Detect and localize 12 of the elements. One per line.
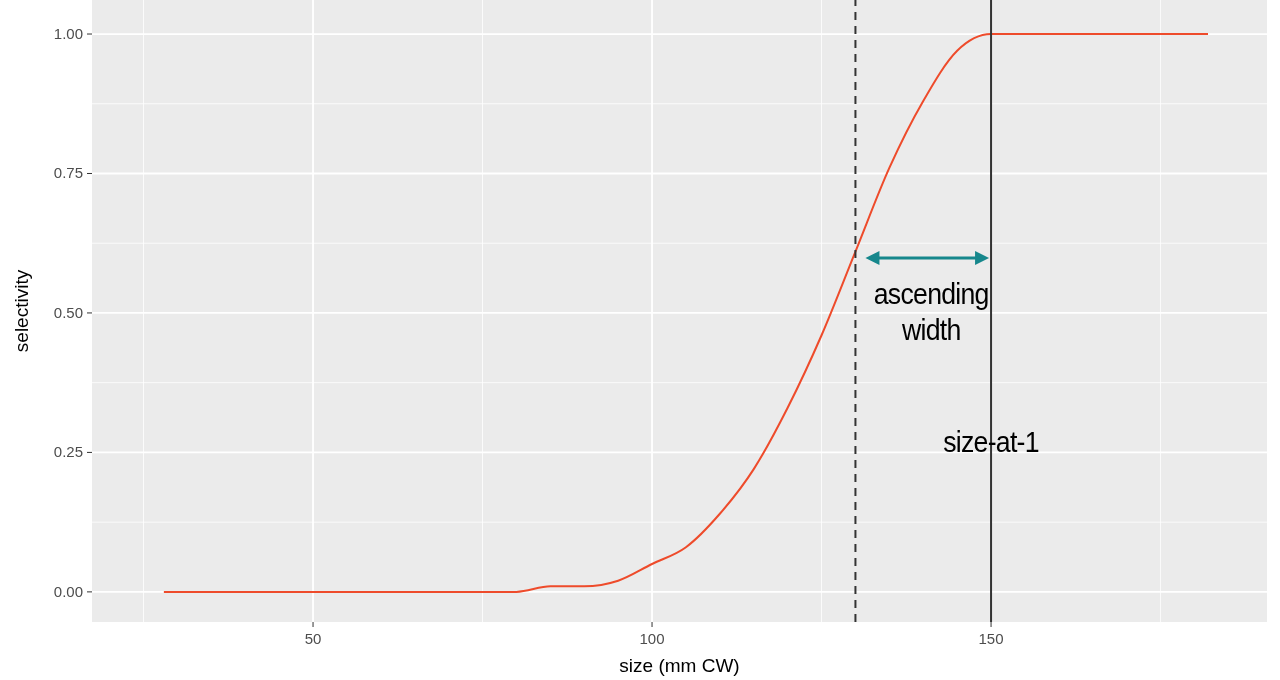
x-tick-label: 50 bbox=[304, 630, 322, 647]
y-tick-label: 0.75 bbox=[53, 164, 83, 182]
y-tick-label: 0.25 bbox=[53, 443, 83, 461]
annotation: ascending width bbox=[873, 277, 989, 347]
line-series bbox=[162, 33, 1210, 593]
x-axis-title: size (mm CW) bbox=[619, 655, 740, 676]
x-tick-label: 100 bbox=[639, 630, 665, 647]
x-tick-label: 150 bbox=[978, 630, 1004, 647]
y-tick-label: 0.50 bbox=[53, 303, 83, 321]
y-axis-title: selectivity bbox=[11, 269, 32, 353]
y-tick-label: 0.00 bbox=[53, 582, 83, 600]
y-tick-label: 1.00 bbox=[53, 25, 83, 43]
